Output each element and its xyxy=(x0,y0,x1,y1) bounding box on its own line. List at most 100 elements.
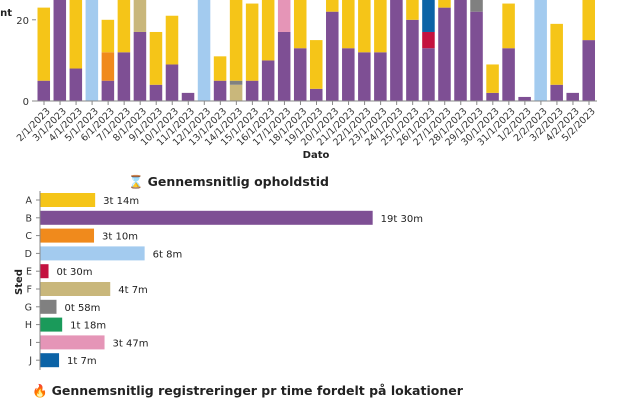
bar-B-16/1/2023 xyxy=(261,60,275,101)
bar-B-25/1/2023 xyxy=(406,19,419,101)
bar-B-31/1/2023 xyxy=(502,48,515,101)
bar-B-17/1/2023 xyxy=(277,31,291,102)
bar-J-26/1/2023 xyxy=(422,0,435,32)
y-axis-label: Ant xyxy=(0,8,12,19)
y-tick-label: 20 xyxy=(16,16,29,27)
avg-stay-title-text: Gennemsnitlig opholdstid xyxy=(147,174,329,189)
bar-value-label: 0t 30m xyxy=(57,267,93,278)
bar-B-19/1/2023 xyxy=(309,88,323,101)
bar-B-9/1/2023 xyxy=(149,84,163,101)
bar-A-16/1/2023 xyxy=(261,0,275,61)
bar-B-29/1/2023 xyxy=(470,11,483,101)
category-label: A xyxy=(26,196,33,207)
category-label: C xyxy=(25,231,32,242)
daily-registrations-chart: 02040Ant2/1/20233/1/20234/1/20235/1/2023… xyxy=(0,0,598,161)
bar-A-22/1/2023 xyxy=(358,0,371,53)
bar-A-7/1/2023 xyxy=(117,0,131,53)
bar-value-label: 4t 7m xyxy=(118,285,148,296)
bar-B-13/1/2023 xyxy=(213,80,227,101)
bar-A-21/1/2023 xyxy=(342,0,355,49)
avg-stay-title: ⌛ Gennemsnitlig opholdstid xyxy=(128,174,329,190)
bar-A-31/1/2023 xyxy=(502,3,515,49)
y-axis-label: Sted xyxy=(14,269,25,295)
bar-A-14/1/2023 xyxy=(229,0,243,81)
bar-A-4/1/2023 xyxy=(69,0,83,69)
bar-A-9/1/2023 xyxy=(149,31,163,85)
category-label: E xyxy=(26,267,32,278)
bar-B-18/1/2023 xyxy=(293,48,307,101)
bar-B-20/1/2023 xyxy=(326,11,339,101)
bar-B-4/2/2023 xyxy=(566,92,579,101)
bar-A-10/1/2023 xyxy=(165,15,179,65)
bar-B-10/1/2023 xyxy=(165,64,179,101)
bar-value-label: 0t 58m xyxy=(64,303,100,314)
category-label: H xyxy=(25,320,32,331)
bar-B-8/1/2023 xyxy=(133,31,147,102)
bar-B-4/1/2023 xyxy=(69,68,83,101)
bar-value-label: 3t 10m xyxy=(102,232,138,243)
bar-A-15/1/2023 xyxy=(245,3,259,81)
category-label: G xyxy=(25,302,32,313)
bar-B-28/1/2023 xyxy=(454,0,467,102)
category-label: J xyxy=(28,356,32,367)
bar-B xyxy=(40,210,373,225)
bar-J xyxy=(40,353,60,368)
bar-F-14/1/2023 xyxy=(229,84,243,101)
bar-value-label: 1t 7m xyxy=(67,356,97,367)
bar-B-27/1/2023 xyxy=(438,7,451,101)
bar-I xyxy=(40,335,105,350)
bar-F-8/1/2023 xyxy=(133,0,147,32)
bar-H xyxy=(40,317,63,332)
category-label: B xyxy=(25,213,32,224)
bar-A-5/2/2023 xyxy=(582,0,595,41)
bar-A-6/1/2023 xyxy=(101,19,115,53)
bar-B-6/1/2023 xyxy=(101,80,115,101)
bar-B-22/1/2023 xyxy=(358,52,371,101)
bar-I-17/1/2023 xyxy=(277,0,291,32)
bar-value-label: 19t 30m xyxy=(381,214,423,225)
bar-A-19/1/2023 xyxy=(309,40,323,89)
avg-registrations-title-text: Gennemsnitlig registreringer pr time for… xyxy=(51,383,463,398)
fire-icon: 🔥 xyxy=(32,383,48,398)
bar-A-3/2/2023 xyxy=(550,23,563,85)
bar-A-2/1/2023 xyxy=(37,7,51,81)
bar-A xyxy=(40,193,96,207)
bar-D-5/1/2023 xyxy=(85,0,99,101)
bar-B-7/1/2023 xyxy=(117,52,131,101)
bar-value-label: 1t 18m xyxy=(70,321,106,332)
category-label: I xyxy=(29,338,32,349)
bar-E xyxy=(40,264,49,279)
bar-value-label: 3t 14m xyxy=(103,196,139,207)
category-label: F xyxy=(27,285,32,296)
bar-A-25/1/2023 xyxy=(406,0,419,20)
avg-registrations-title: 🔥 Gennemsnitlig registreringer pr time fo… xyxy=(32,383,463,399)
bar-D-2/2/2023 xyxy=(534,0,547,101)
bar-A-18/1/2023 xyxy=(293,0,307,49)
bar-B-11/1/2023 xyxy=(181,92,195,101)
bar-B-3/2/2023 xyxy=(550,84,563,101)
bar-B-2/1/2023 xyxy=(37,80,51,101)
x-axis-label: Dato xyxy=(303,150,330,161)
bar-G-29/1/2023 xyxy=(470,0,483,12)
bar-F xyxy=(40,282,111,296)
bar-A-27/1/2023 xyxy=(438,0,451,8)
bar-A-20/1/2023 xyxy=(326,0,339,12)
bar-G xyxy=(40,299,57,314)
bar-value-label: 6t 8m xyxy=(153,249,183,260)
bar-B-15/1/2023 xyxy=(245,80,259,101)
bar-D xyxy=(40,246,145,261)
average-stay-chart: A 3t 14m B 19t 30m C 3t 10m D 6t 8m E 0t 30m F 4t 7… xyxy=(14,191,423,370)
category-label: D xyxy=(25,249,32,260)
bar-C xyxy=(40,228,95,243)
bar-B-5/2/2023 xyxy=(582,40,595,101)
y-tick-label: 0 xyxy=(23,97,29,108)
bar-value-label: 3t 47m xyxy=(113,338,149,349)
bar-B-21/1/2023 xyxy=(342,48,355,101)
bar-D-12/1/2023 xyxy=(197,0,211,101)
bar-A-13/1/2023 xyxy=(213,56,227,81)
bar-B-26/1/2023 xyxy=(422,48,435,101)
bar-A-30/1/2023 xyxy=(486,64,499,93)
bar-C-6/1/2023 xyxy=(101,52,115,81)
bar-B-23/1/2023 xyxy=(374,52,387,101)
bar-B-24/1/2023 xyxy=(390,0,403,101)
